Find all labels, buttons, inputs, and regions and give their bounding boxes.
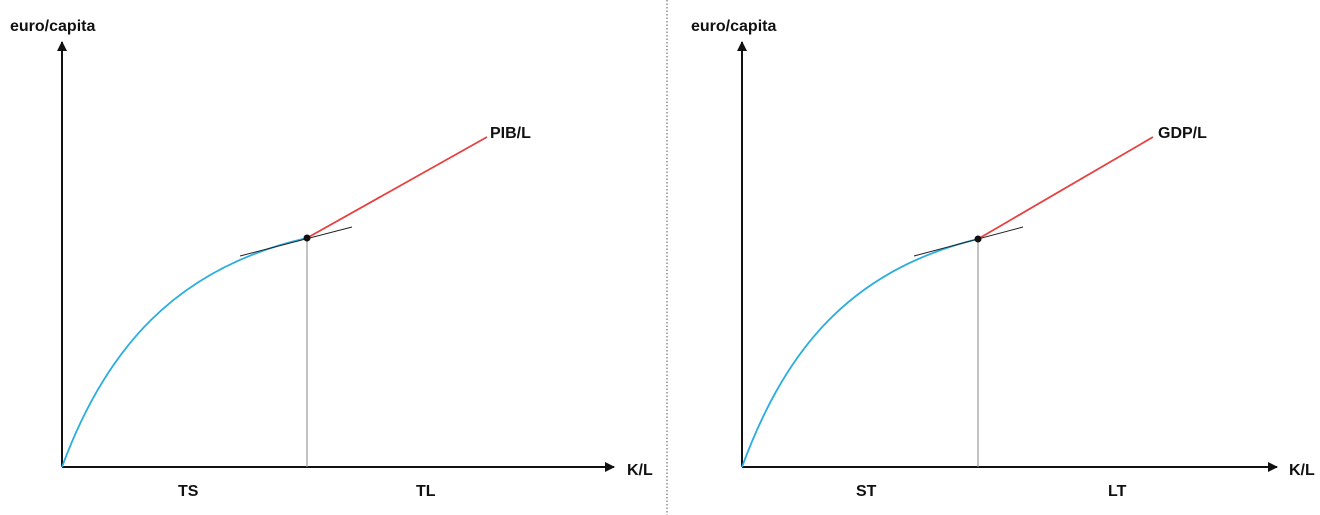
point: [303, 234, 311, 242]
y-label: euro/capita: [691, 18, 776, 35]
growth-line: [977, 136, 1154, 240]
right-region: TL: [416, 483, 436, 500]
panel-right: euro/capita K/L GDP/L ST LT: [691, 18, 1315, 500]
x-label: K/L: [1289, 462, 1315, 479]
tangent: [913, 226, 1024, 257]
curve-label: PIB/L: [490, 125, 531, 142]
panel-left: euro/capita K/L PIB/L TS TL: [10, 18, 653, 500]
point: [974, 235, 982, 243]
left-region: ST: [856, 483, 877, 500]
x-label: K/L: [627, 462, 653, 479]
left-region: TS: [178, 483, 199, 500]
curve: [61, 237, 308, 468]
growth-line: [306, 136, 488, 239]
tangent: [239, 226, 353, 257]
y-label: euro/capita: [10, 18, 95, 35]
curve: [741, 238, 979, 468]
right-region: LT: [1108, 483, 1127, 500]
curve-label: GDP/L: [1158, 125, 1207, 142]
